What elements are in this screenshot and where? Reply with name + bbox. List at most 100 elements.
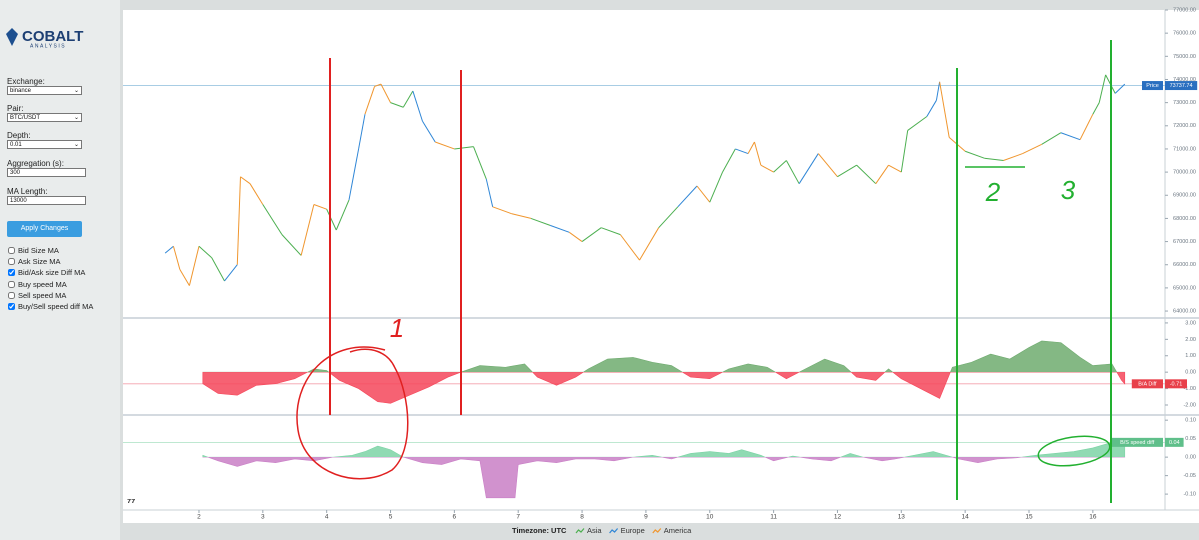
price-segment (817, 153, 838, 178)
y-tick-label: 0.00 (1185, 370, 1196, 376)
toggle-label: Bid/Ask size Diff MA (18, 268, 86, 278)
select[interactable]: 0.01 ⌄ (7, 140, 82, 149)
toggle-label: Sell speed MA (18, 290, 67, 300)
price-segment (798, 153, 819, 184)
price-segment (677, 185, 698, 208)
apply-button[interactable]: Apply Changes (7, 221, 82, 237)
price-segment (326, 208, 337, 231)
x-tick-label: 10 (706, 514, 714, 521)
price-segment (335, 199, 350, 231)
toggle[interactable]: Bid/Ask size Diff MA (8, 268, 85, 277)
x-tick-label: 13 (898, 514, 906, 521)
annotations: 1 2 3 (296, 40, 1112, 503)
last-value-box (1165, 379, 1187, 389)
price-segment (240, 176, 251, 185)
series-name: B/S speed diff (1120, 440, 1155, 446)
annotation-ellipse (1037, 435, 1111, 467)
price-segment (179, 269, 190, 286)
y-tick-label: -2.00 (1183, 402, 1196, 408)
price-segment (422, 120, 436, 143)
y-tick-label: 76000.00 (1173, 31, 1196, 37)
checkbox[interactable] (8, 258, 15, 266)
price-segment (601, 227, 621, 236)
y-tick-label: 64000.00 (1173, 309, 1196, 315)
annotation-text: 1 (390, 313, 404, 343)
price-segment (530, 217, 551, 226)
area-neg (202, 372, 1126, 404)
price-segment (1003, 153, 1023, 161)
chart-panel (123, 10, 1199, 523)
price-segment (188, 246, 200, 286)
price-segment (722, 148, 736, 173)
y-tick-label: 77000.00 (1173, 7, 1196, 13)
price-segment (172, 246, 181, 270)
toggle[interactable]: Buy speed MA (8, 280, 67, 289)
checkbox[interactable] (8, 303, 15, 310)
price-segment (785, 160, 800, 184)
toggle-label: Bid Size MA (18, 246, 59, 255)
checkbox[interactable] (8, 291, 15, 299)
x-tick-label: 5 (389, 514, 393, 521)
y-tick-label: 74000.00 (1173, 77, 1196, 83)
y-tick-label: 68000.00 (1173, 216, 1196, 222)
price-segment (696, 185, 711, 203)
price-segment (435, 141, 455, 150)
caret: ⌄ (73, 88, 79, 94)
field-label: Pair: (7, 104, 24, 113)
checkbox[interactable] (8, 247, 15, 254)
price-segment (374, 83, 382, 87)
price-segment (856, 164, 877, 185)
price-segment (735, 148, 749, 155)
price-segment (907, 116, 928, 131)
select[interactable]: binance ⌄ (7, 86, 82, 95)
toggle-label: Buy speed MA (18, 279, 67, 289)
checkbox[interactable] (8, 269, 15, 277)
last-value: 0.04 (1169, 440, 1180, 446)
x-tick-label: 11 (770, 514, 777, 521)
session-icon (609, 528, 619, 534)
x-tick-label: 15 (1025, 514, 1033, 521)
price-segment (753, 141, 762, 166)
price-segment (639, 227, 660, 261)
price-segment (380, 83, 391, 103)
price-segment (658, 206, 679, 229)
logo-name: COBALT (22, 28, 83, 45)
price-segment (281, 234, 302, 256)
x-tick-label: 4 (325, 514, 329, 521)
y-tick-label: -0.10 (1183, 492, 1196, 498)
price-segment (900, 130, 909, 173)
session-icon (652, 528, 662, 534)
y-tick-label: 71000.00 (1173, 146, 1196, 152)
toggle-label: Ask Size MA (18, 257, 61, 267)
price-segment (211, 257, 225, 282)
price-segment (1098, 74, 1107, 103)
y-tick-label: 1.00 (1185, 353, 1196, 359)
x-tick-label: 7 (516, 514, 520, 521)
control-value: binance (10, 88, 32, 94)
control-value: 300 (10, 170, 21, 176)
text-input[interactable]: 13000 (7, 196, 86, 205)
field-label: Depth: (7, 131, 31, 140)
x-tick-label: 3 (261, 514, 265, 521)
price-segment (939, 81, 950, 138)
toggle[interactable]: Sell speed MA (8, 291, 66, 300)
price-segment (581, 227, 602, 242)
checkbox[interactable] (8, 280, 15, 288)
select[interactable]: BTC/USDT ⌄ (7, 113, 82, 122)
price-segment (837, 164, 857, 178)
price-segment (888, 164, 902, 173)
annotation-circle (296, 346, 409, 480)
price-segment (412, 90, 423, 122)
y-tick-label: 0.05 (1185, 436, 1196, 442)
toggle[interactable]: Buy/Sell speed diff MA (8, 302, 93, 311)
toggle[interactable]: Bid Size MA (8, 246, 59, 255)
price-segment (1041, 132, 1062, 145)
price-segment (511, 213, 532, 219)
text-input[interactable]: 300 (7, 168, 86, 177)
price-segment (485, 178, 494, 207)
price-segment (1092, 102, 1100, 115)
toggle[interactable]: Ask Size MA (8, 257, 61, 266)
price-segment (236, 176, 241, 265)
price-segment (935, 81, 941, 101)
